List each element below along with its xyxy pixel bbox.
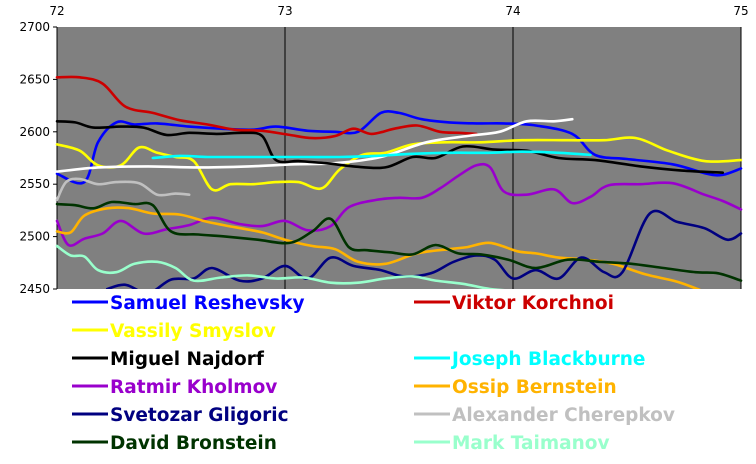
series-line-miguel-najdorf [55,120,725,174]
legend-label-alexander-cherepkov: Alexander Cherepkov [452,405,675,426]
y-axis: 2450 2500 2550 2600 2650 2700 [19,20,58,296]
series-line-mark-taimanov [55,244,519,293]
series-line-svetozar-gligoric [105,209,743,295]
x-tick-label: 72 [49,4,64,18]
series-line-david-bronstein [55,200,743,282]
x-tick-label: 75 [733,4,748,18]
series-line-alexander-cherepkov [55,177,191,202]
series-line-viktor-korchnoi [55,75,478,140]
series-lines [55,75,743,295]
y-tick-label: 2450 [19,282,50,296]
legend-label-viktor-korchnoi: Viktor Korchnoi [452,293,614,314]
x-tick-label: 74 [505,4,520,18]
y-tick-label: 2700 [19,20,50,34]
legend-label-celso-golmayo-zupide: Celso Golmayo Zupide [452,321,683,342]
legend-label-miguel-najdorf: Miguel Najdorf [110,349,265,370]
y-tick-label: 2550 [19,177,50,191]
legend: Samuel Reshevsky Viktor Korchnoi Vassily S… [57,289,741,464]
series-line-joseph-blackburne [151,150,592,160]
legend-label-joseph-blackburne: Joseph Blackburne [450,349,645,370]
series-line-celso-golmayo-zupide [55,117,574,173]
legend-label-vassily-smyslov: Vassily Smyslov [110,321,276,342]
legend-label-david-bronstein: David Bronstein [110,433,277,454]
series-line-vassily-smyslov [55,136,743,192]
x-axis: 72 73 74 75 [49,4,748,18]
y-tick-label: 2500 [19,230,50,244]
legend-label-svetozar-gligoric: Svetozar Gligoric [110,405,289,426]
y-tick-label: 2650 [19,72,50,86]
x-tick-label: 73 [277,4,292,18]
legend-label-ossip-bernstein: Ossip Bernstein [452,377,617,398]
series-line-ratmir-kholmov [55,162,743,247]
legend-background [57,289,741,464]
legend-label-mark-taimanov: Mark Taimanov [452,433,610,454]
y-tick-label: 2600 [19,125,50,139]
legend-label-samuel-reshevsky: Samuel Reshevsky [110,293,305,314]
legend-label-ratmir-kholmov: Ratmir Kholmov [110,377,277,398]
series-line-samuel-reshevsky [55,109,743,185]
